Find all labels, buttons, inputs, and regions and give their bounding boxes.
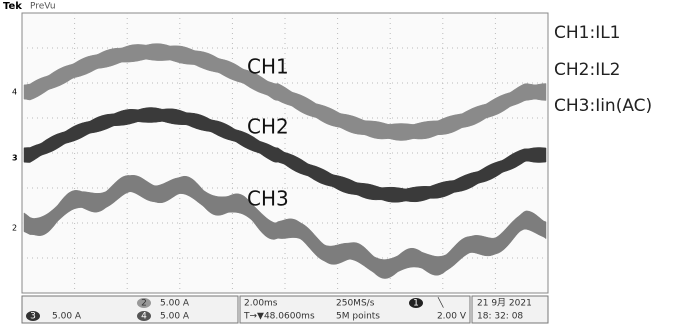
time: 18: 32: 08 <box>477 312 523 322</box>
date: 21 9月 2021 <box>477 298 532 309</box>
scope-screenshot: Tek PreVu 4 3 2 CH1 CH2 CH3 CH1:IL1 CH2:… <box>0 0 680 331</box>
legend-entry: CH1:IL1 <box>554 23 621 43</box>
ch-scale: 5.00 A <box>160 312 190 322</box>
ch-scale: 5.00 A <box>52 312 82 322</box>
legend-entry: CH3:Iin(AC) <box>554 96 652 116</box>
marker: 4 <box>12 88 17 97</box>
trigger-channel: 1 <box>413 299 419 309</box>
mode: PreVu <box>30 2 56 12</box>
trigger-slope: ╲ <box>437 297 444 309</box>
trigger-position: T→▼48.0600ms <box>243 312 315 322</box>
legend-entry: CH2:IL2 <box>554 60 621 80</box>
timebase: 2.00ms <box>244 299 278 309</box>
page: Tek PreVu 4 3 2 CH1 CH2 CH3 CH1:IL1 CH2:… <box>0 0 680 335</box>
marker: 2 <box>12 224 17 233</box>
record-length: 5M points <box>336 312 380 322</box>
ch-id: 4 <box>141 312 147 322</box>
trace-label: CH2 <box>247 115 289 139</box>
ch-id: 2 <box>141 299 147 309</box>
trigger-level: 2.00 V <box>437 312 467 322</box>
trace-label: CH3 <box>247 187 289 211</box>
trace-label: CH1 <box>247 55 289 79</box>
ch-scale: 5.00 A <box>160 299 190 309</box>
marker: 3 <box>12 154 18 163</box>
brand: Tek <box>3 1 22 12</box>
sample-rate: 250MS/s <box>336 299 375 309</box>
ch-id: 3 <box>30 312 36 322</box>
